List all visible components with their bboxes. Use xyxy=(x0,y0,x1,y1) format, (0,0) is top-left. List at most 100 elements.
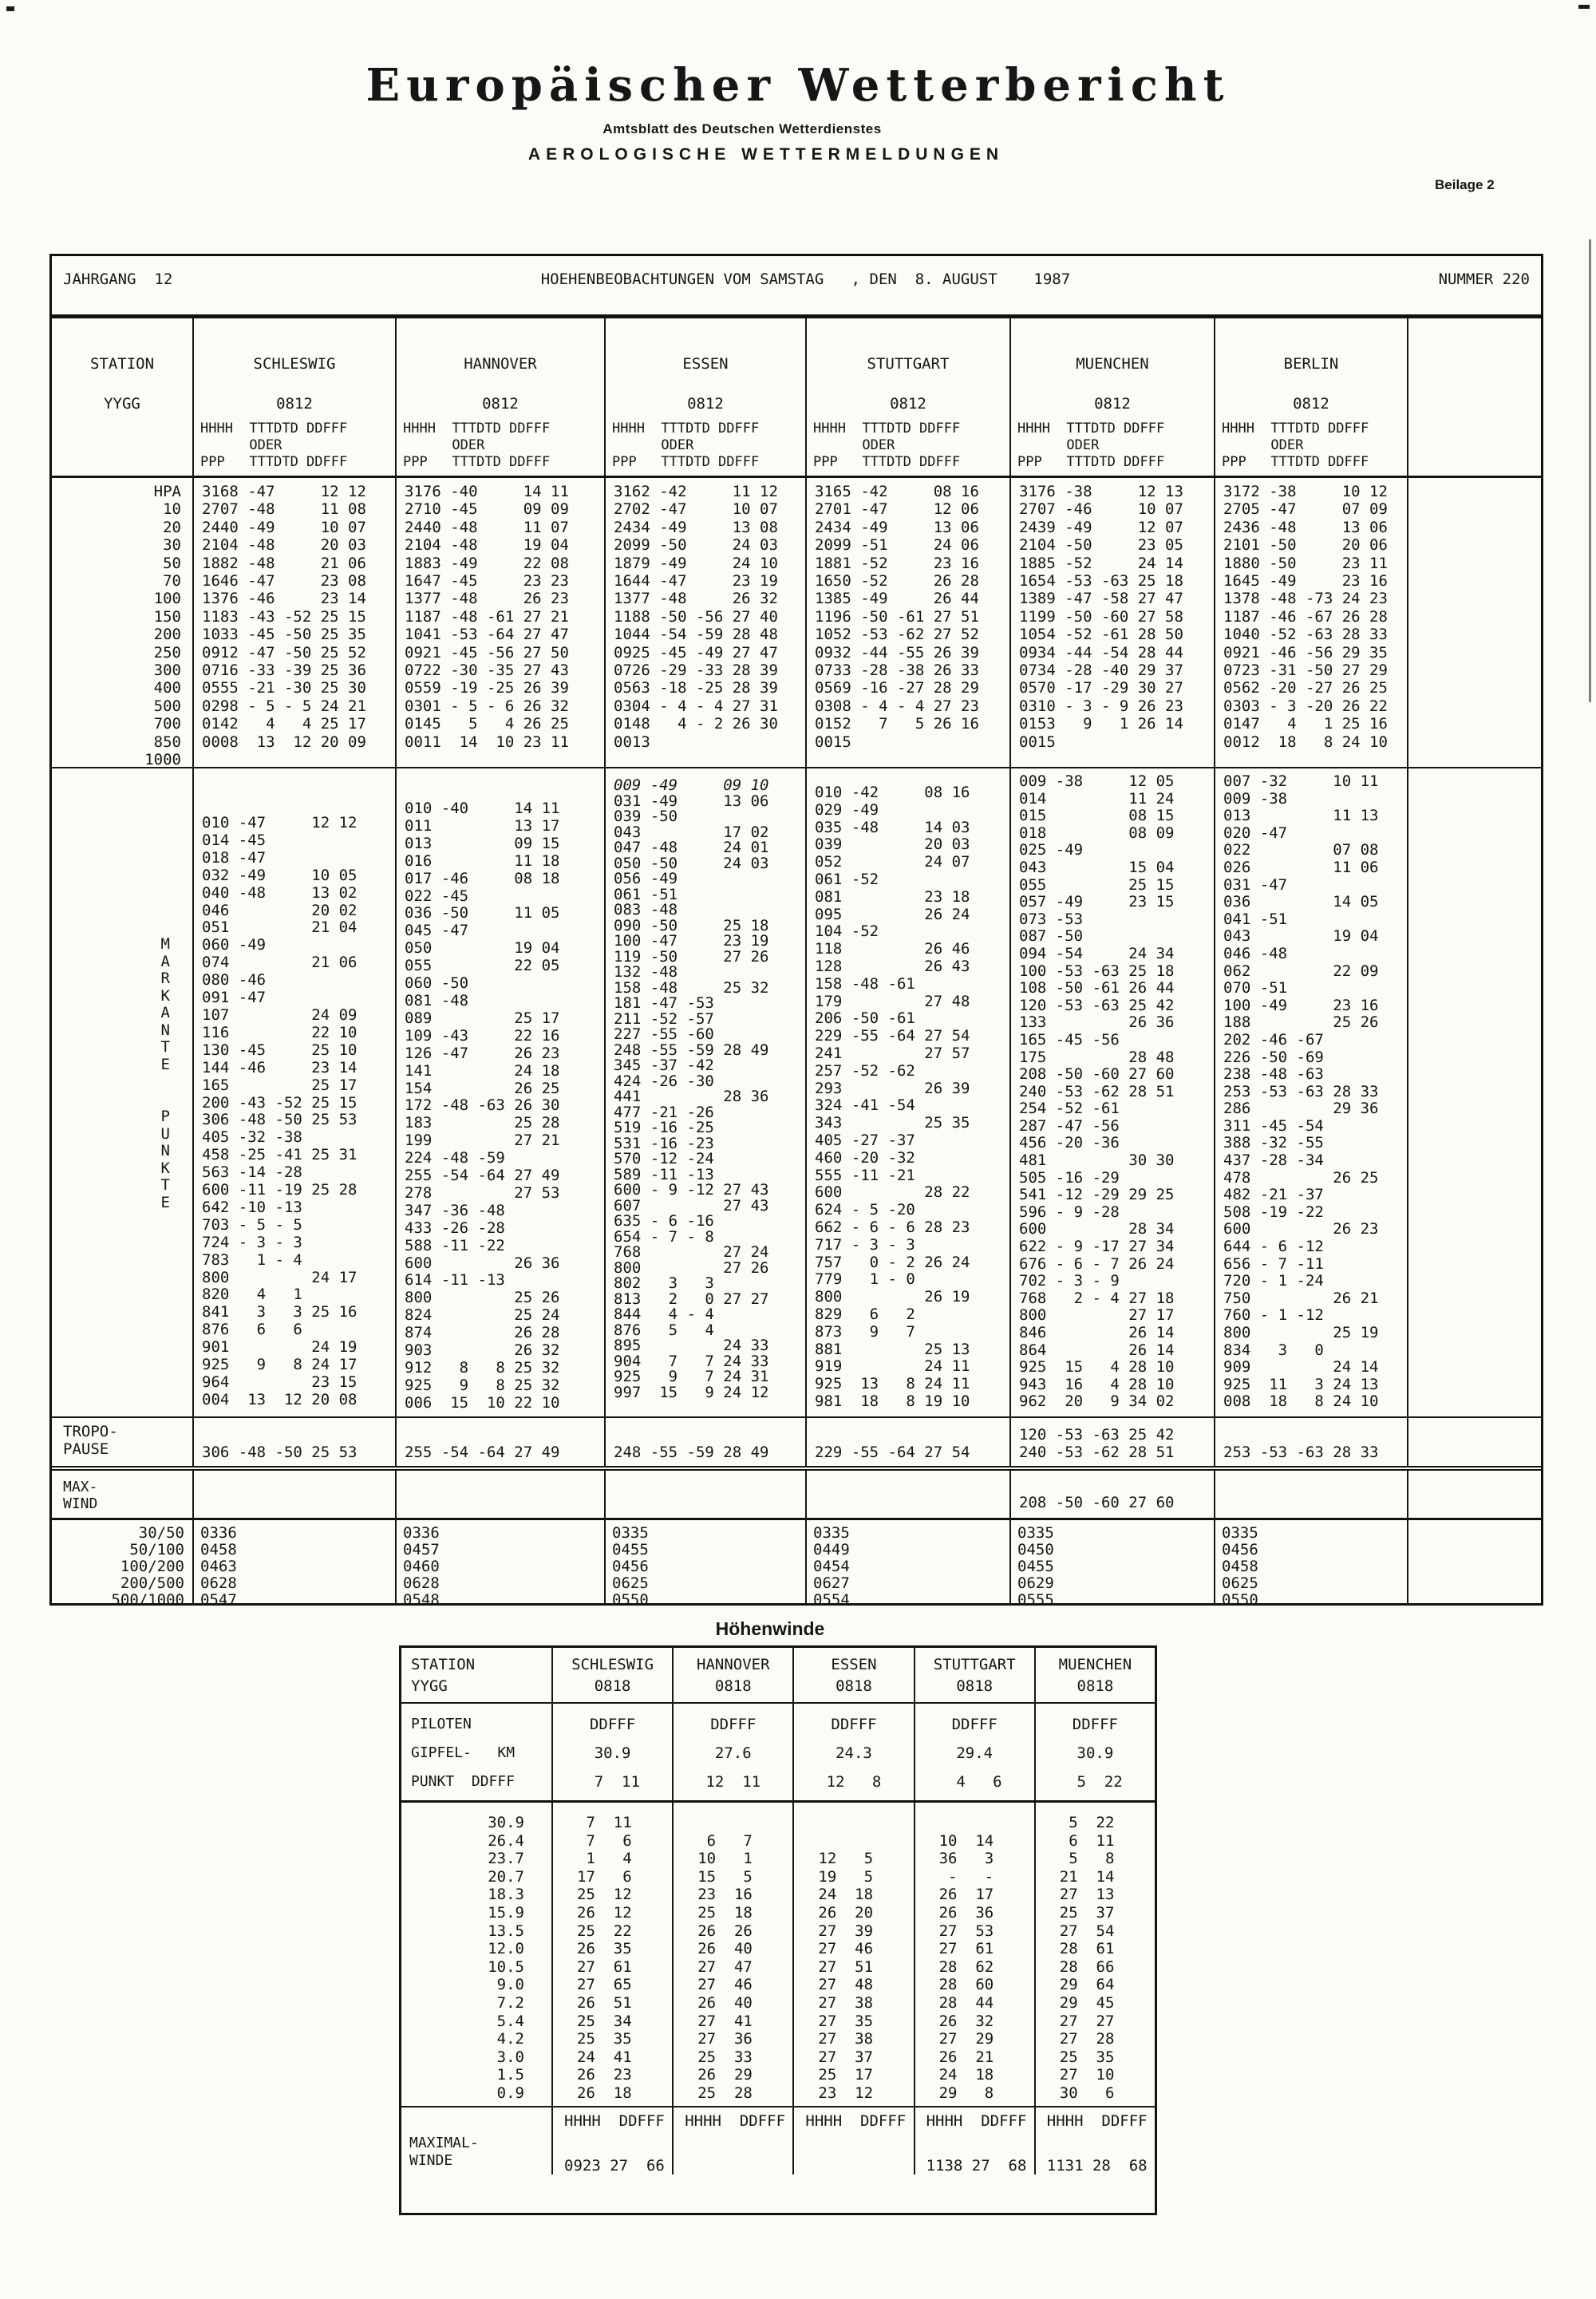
data-row: 1885 -52 24 14 xyxy=(1019,554,1183,572)
data-row xyxy=(697,1814,792,1832)
data-row: 750 26 21 xyxy=(1223,1289,1379,1307)
tropo-hannover: 255 -54 -64 27 49 xyxy=(395,1418,604,1466)
label-letter: N xyxy=(160,1142,170,1159)
data-row: 23 12 xyxy=(818,2084,874,2102)
data-row: 5 8 xyxy=(1059,1850,1115,1868)
data-row: 087 -50 xyxy=(1019,927,1084,946)
data-row: 051 21 04 xyxy=(202,918,358,937)
data-row: 347 -36 -48 xyxy=(405,1201,505,1219)
max-wind-label: MAX- WIND xyxy=(52,1471,192,1518)
data-row: 052 24 07 xyxy=(815,853,970,871)
data-row: 26 36 xyxy=(938,1903,994,1922)
data-row: 293 26 39 xyxy=(815,1079,970,1097)
data-row: 013 09 15 xyxy=(405,834,560,852)
altitude-label: 3.0 xyxy=(496,2048,524,2066)
data-row: 211 -52 -57 xyxy=(614,1009,714,1028)
label-letter: A xyxy=(160,952,170,970)
ddfff-label: DDFFF xyxy=(589,1716,636,1733)
max-subheader: HHHH DDFFF xyxy=(685,2112,786,2130)
yygg-label: YYGG xyxy=(411,1677,448,1695)
data-row: 505 -16 -29 xyxy=(1019,1168,1120,1187)
data-row: 0335 xyxy=(1017,1524,1054,1542)
data-row: 25 33 xyxy=(697,2048,753,2066)
maximal-winde-label: MAXIMAL- WINDE xyxy=(401,2107,551,2175)
station-name: ESSEN xyxy=(831,1656,877,1673)
data-row: 0921 -45 -56 27 50 xyxy=(405,643,569,662)
data-row: 26 26 xyxy=(697,1922,753,1940)
data-row: 238 -48 -63 xyxy=(1223,1065,1324,1084)
station-name: BERLIN xyxy=(1283,355,1339,373)
data-row: 846 26 14 xyxy=(1019,1324,1175,1341)
data-row: 10 14 xyxy=(938,1831,994,1850)
data-row: 1883 -49 22 08 xyxy=(405,554,569,572)
data-row: 458 -25 -41 25 31 xyxy=(202,1146,358,1164)
station-name: STUTTGART xyxy=(867,355,950,373)
maximal-schleswig: HHHH DDFFF 0923 27 66 xyxy=(551,2107,672,2175)
yygg-value: 0812 xyxy=(1094,395,1131,413)
data-row: 010 -40 14 11 xyxy=(405,800,560,817)
data-row: 0148 4 - 2 26 30 xyxy=(614,715,778,733)
data-row: 060 -49 xyxy=(202,936,267,954)
data-row: 27 51 xyxy=(818,1957,874,1976)
data-row: 011 13 17 xyxy=(405,816,560,835)
data-row: 1054 -52 -61 28 50 xyxy=(1019,626,1183,644)
data-row: 306 -48 -50 25 53 xyxy=(202,1444,358,1461)
data-row: 0733 -28 -38 26 33 xyxy=(815,662,979,680)
data-row: 0722 -30 -35 27 43 xyxy=(405,662,569,680)
data-row: 26 18 xyxy=(577,2084,632,2102)
data-row: 224 -48 -59 xyxy=(405,1149,505,1167)
data-row: 081 23 18 xyxy=(815,887,970,906)
empty-column xyxy=(1407,768,1541,1416)
data-row: 183 25 28 xyxy=(405,1114,560,1132)
data-row: 25 12 xyxy=(577,1886,632,1904)
yygg-value: 0818 xyxy=(714,1677,752,1695)
data-row: 1881 -52 23 16 xyxy=(815,554,979,572)
data-row: 0454 xyxy=(813,1558,850,1575)
data-row: 120 -53 -63 25 42 xyxy=(1019,996,1175,1014)
label-line: TROPO- xyxy=(63,1423,118,1440)
data-row: 0628 xyxy=(403,1574,440,1592)
maxwind-berlin xyxy=(1214,1471,1407,1518)
data-row: 519 -16 -25 xyxy=(614,1119,714,1136)
data-row: 083 -48 xyxy=(614,901,678,918)
hpa-level-column: HPA 10 20 30 50 70 100 150 200 250 300 400 500 700 85… xyxy=(52,478,192,767)
data-row: 0458 xyxy=(1222,1558,1258,1575)
data-row: 158 -48 25 32 xyxy=(614,978,769,997)
data-row: 255 -54 -64 27 49 xyxy=(405,1167,560,1185)
data-row: 800 27 17 xyxy=(1019,1306,1175,1325)
data-row: 724 - 3 - 3 xyxy=(202,1233,302,1251)
data-row: 248 -55 -59 28 49 xyxy=(614,1444,769,1461)
data-row: 19 5 xyxy=(818,1867,874,1886)
data-row: 644 - 6 -12 xyxy=(1223,1238,1324,1256)
data-row: 10 1 xyxy=(697,1850,753,1868)
data-row: 009 -38 xyxy=(1223,789,1288,808)
data-row: 760 - 1 -12 xyxy=(1223,1306,1324,1325)
data-row: 800 27 26 xyxy=(614,1258,769,1277)
data-row: 26 32 xyxy=(938,2012,994,2030)
altitude-label: 7.2 xyxy=(496,1993,524,2012)
data-row: 555 -11 -21 xyxy=(815,1166,915,1184)
station-name: MUENCHEN xyxy=(1058,1656,1132,1673)
label-line: PUNKT DDFFF xyxy=(411,1773,516,1790)
data-row xyxy=(939,1814,1034,1832)
data-row: 433 -26 -28 xyxy=(405,1219,505,1237)
hpa-level: 200 xyxy=(153,626,181,644)
data-row: 925 13 8 24 11 xyxy=(815,1375,970,1393)
data-row: 007 -32 10 11 xyxy=(1223,772,1379,790)
data-row: 676 - 6 - 7 26 24 xyxy=(1019,1254,1175,1273)
maximal-stuttgart: HHHH DDFFF 1138 27 68 xyxy=(913,2107,1034,2175)
sig-data-berlin: 007 -32 10 11 009 -38 013 11 13 020 -47 022 … xyxy=(1214,768,1407,1416)
data-row: 0310 - 3 - 9 26 23 xyxy=(1019,697,1183,715)
data-row: 0625 xyxy=(612,1574,649,1592)
subheader-line: PPP TTTDTD DDFFF xyxy=(612,454,760,470)
data-row: 0550 xyxy=(612,1591,649,1604)
data-row: 0335 xyxy=(1222,1524,1258,1542)
yygg-label: YYGG xyxy=(104,395,140,413)
data-row: 779 1 - 0 xyxy=(815,1270,915,1289)
data-row: 0450 xyxy=(1017,1541,1054,1558)
data-row: 482 -21 -37 xyxy=(1223,1186,1324,1204)
gipfel-value: 30.9 xyxy=(1077,1744,1114,1762)
data-row: 27 46 xyxy=(818,1940,874,1958)
altitude-label: 9.0 xyxy=(496,1976,524,1994)
station-name: MUENCHEN xyxy=(1076,355,1149,373)
